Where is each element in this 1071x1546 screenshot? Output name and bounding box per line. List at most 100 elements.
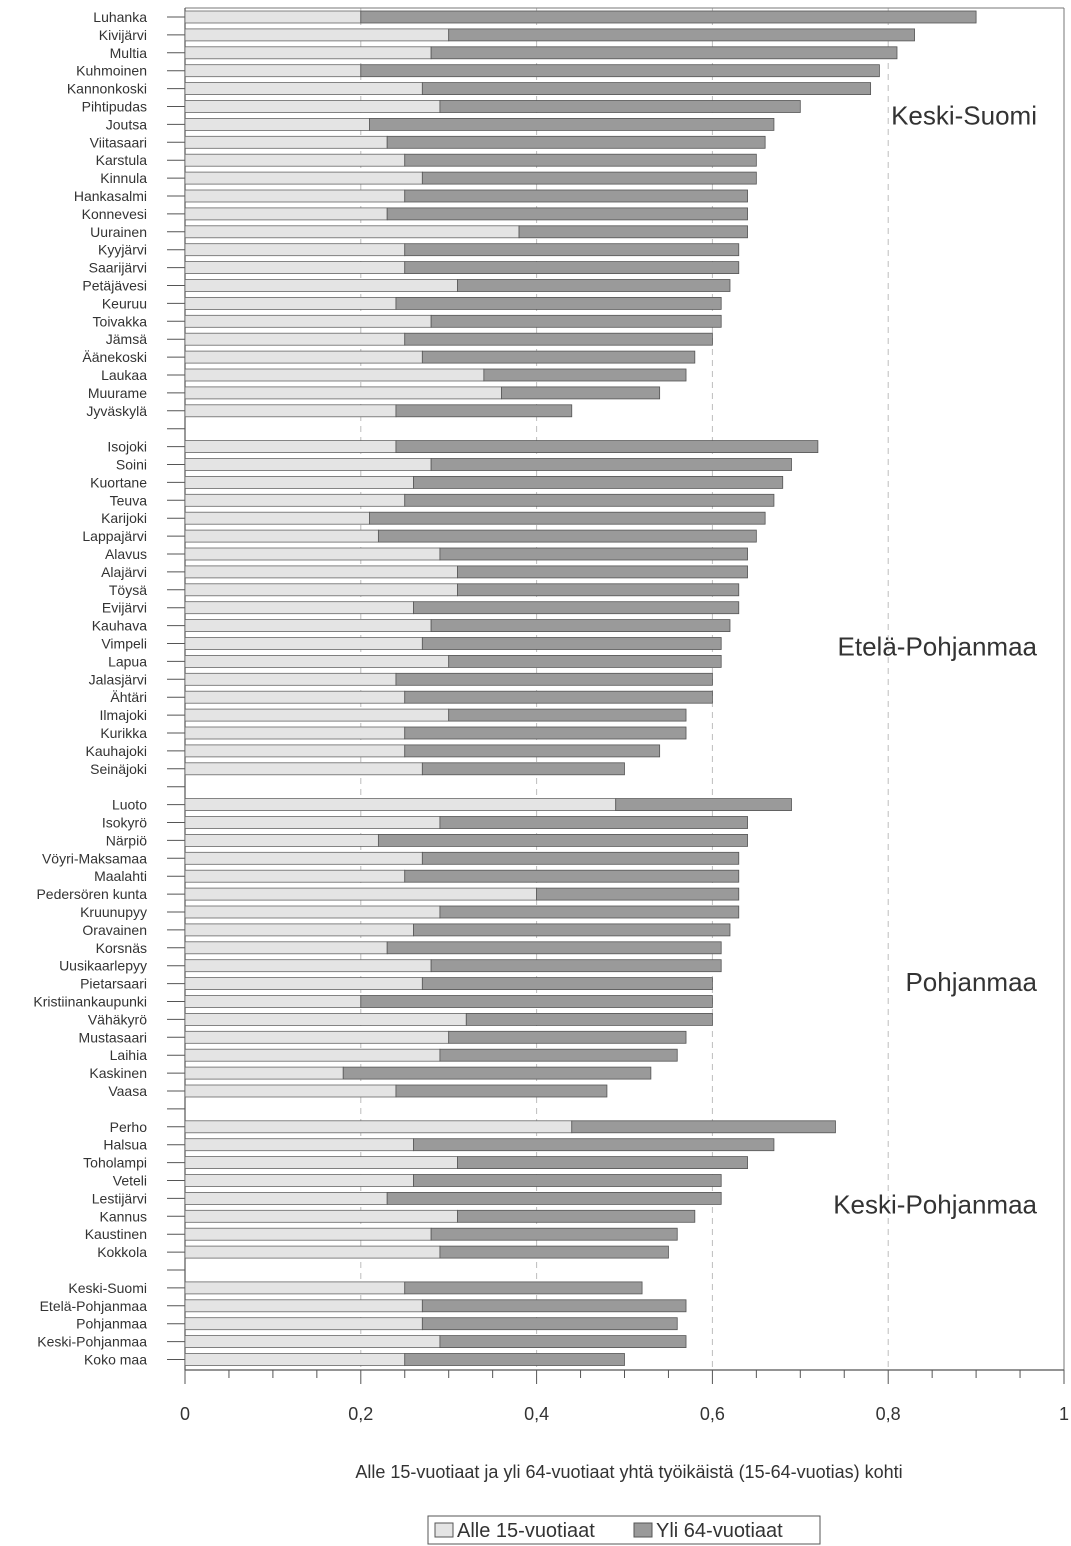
region-labels: Keski-Suomi Etelä-Pohjanmaa Pohjanmaa Keski… xyxy=(833,100,1037,1219)
bar-over64 xyxy=(386,135,766,149)
bar-over64 xyxy=(421,762,625,776)
bar-under15 xyxy=(184,977,423,990)
category-label: Pihtipudas xyxy=(82,99,147,115)
x-axis-title: Alle 15-vuotiaat ja yli 64-vuotiaat yhtä… xyxy=(355,1462,902,1482)
category-label: Vaasa xyxy=(108,1083,147,1099)
bar-under15 xyxy=(184,207,388,221)
bar-under15 xyxy=(184,1227,432,1241)
bar-over64 xyxy=(501,386,661,400)
category-label: Halsua xyxy=(103,1137,147,1153)
category-label: Vimpeli xyxy=(101,636,147,652)
category-label: Ähtäri xyxy=(110,689,147,705)
bar-under15 xyxy=(184,1209,458,1223)
category-label: Evijärvi xyxy=(102,600,147,616)
bar-under15 xyxy=(184,1335,441,1348)
category-label: Kauhava xyxy=(92,618,147,634)
x-tick-label: 0,2 xyxy=(348,1404,373,1424)
category-label: Kannonkoski xyxy=(67,81,147,97)
bar-under15 xyxy=(184,493,406,507)
category-label: Karijoki xyxy=(101,510,147,526)
bar-under15 xyxy=(184,690,406,704)
bar-over64 xyxy=(430,619,731,632)
bar-over64 xyxy=(386,207,748,221)
category-label: Jämsä xyxy=(106,331,147,347)
bar-under15 xyxy=(184,834,379,847)
bar-under15 xyxy=(184,261,406,275)
bar-over64 xyxy=(360,995,713,1008)
bar-under15 xyxy=(184,637,423,650)
bar-over64 xyxy=(421,350,696,364)
bar-over64 xyxy=(386,941,722,955)
bar-over64 xyxy=(465,1013,713,1026)
bar-under15 xyxy=(184,1048,441,1062)
bar-under15 xyxy=(184,1013,467,1026)
bar-under15 xyxy=(184,1030,450,1044)
category-label: Hankasalmi xyxy=(74,188,147,204)
bar-over64 xyxy=(439,1335,687,1348)
bar-under15 xyxy=(184,672,397,686)
bar-under15 xyxy=(184,225,520,239)
category-label: Kristiinankaupunki xyxy=(33,994,147,1010)
bar-over64 xyxy=(483,368,687,382)
bar-under15 xyxy=(184,905,441,919)
x-tick-label: 0,8 xyxy=(876,1404,901,1424)
bar-over64 xyxy=(395,672,713,686)
category-label: Koko maa xyxy=(84,1352,147,1368)
bar-under15 xyxy=(184,1317,423,1331)
x-tick-label: 1 xyxy=(1059,1404,1069,1424)
category-label: Kuhmoinen xyxy=(76,63,147,79)
category-label: Vähäkyrö xyxy=(88,1011,147,1027)
bar-under15 xyxy=(184,279,458,292)
bar-under15 xyxy=(184,959,432,973)
category-label: Keski-Suomi xyxy=(68,1280,147,1296)
bar-over64 xyxy=(404,493,775,507)
bar-over64 xyxy=(430,46,898,60)
category-label: Kaustinen xyxy=(85,1226,147,1242)
category-label: Kyyjärvi xyxy=(98,242,147,258)
bar-over64 xyxy=(430,458,792,471)
legend: Alle 15-vuotiaat Yli 64-vuotiaat xyxy=(427,1515,821,1545)
bar-under15 xyxy=(184,1084,397,1098)
bar-under15 xyxy=(184,726,406,740)
bar-over64 xyxy=(448,655,722,668)
bar-under15 xyxy=(184,816,441,829)
bar-under15 xyxy=(184,332,406,346)
bar-over64 xyxy=(421,1299,687,1313)
bar-over64 xyxy=(421,977,713,990)
bar-under15 xyxy=(184,458,432,471)
category-label: Lapua xyxy=(108,653,147,669)
category-label: Etelä-Pohjanmaa xyxy=(40,1298,148,1314)
bar-over64 xyxy=(404,189,748,203)
bar-over64 xyxy=(448,708,687,722)
category-label: Perho xyxy=(110,1119,148,1135)
bar-over64 xyxy=(413,601,740,615)
bar-over64 xyxy=(457,565,748,579)
category-label: Alajärvi xyxy=(101,564,147,580)
bar-over64 xyxy=(404,261,740,275)
category-label: Kruunupyy xyxy=(80,904,147,920)
bar-over64 xyxy=(413,475,784,489)
bar-under15 xyxy=(184,1299,423,1313)
bar-under15 xyxy=(184,350,423,364)
category-label: Pohjanmaa xyxy=(76,1316,147,1332)
category-label: Mustasaari xyxy=(79,1029,147,1045)
bar-under15 xyxy=(184,189,406,203)
bar-under15 xyxy=(184,82,423,95)
category-label: Karstula xyxy=(96,152,148,168)
bar-over64 xyxy=(404,153,757,167)
bar-over64 xyxy=(439,1245,669,1259)
category-label: Pedersören kunta xyxy=(36,886,147,902)
bar-over64 xyxy=(404,726,687,740)
category-label: Kuortane xyxy=(90,474,147,490)
category-label: Toholampi xyxy=(83,1155,147,1171)
bar-under15 xyxy=(184,1156,458,1169)
bar-over64 xyxy=(421,637,722,650)
bar-under15 xyxy=(184,10,362,24)
category-label: Viitasaari xyxy=(90,134,147,150)
bar-under15 xyxy=(184,475,414,489)
bar-under15 xyxy=(184,314,432,328)
bar-under15 xyxy=(184,404,397,418)
bar-over64 xyxy=(413,1138,775,1152)
bar-over64 xyxy=(413,1174,722,1187)
bar-under15 xyxy=(184,529,379,543)
